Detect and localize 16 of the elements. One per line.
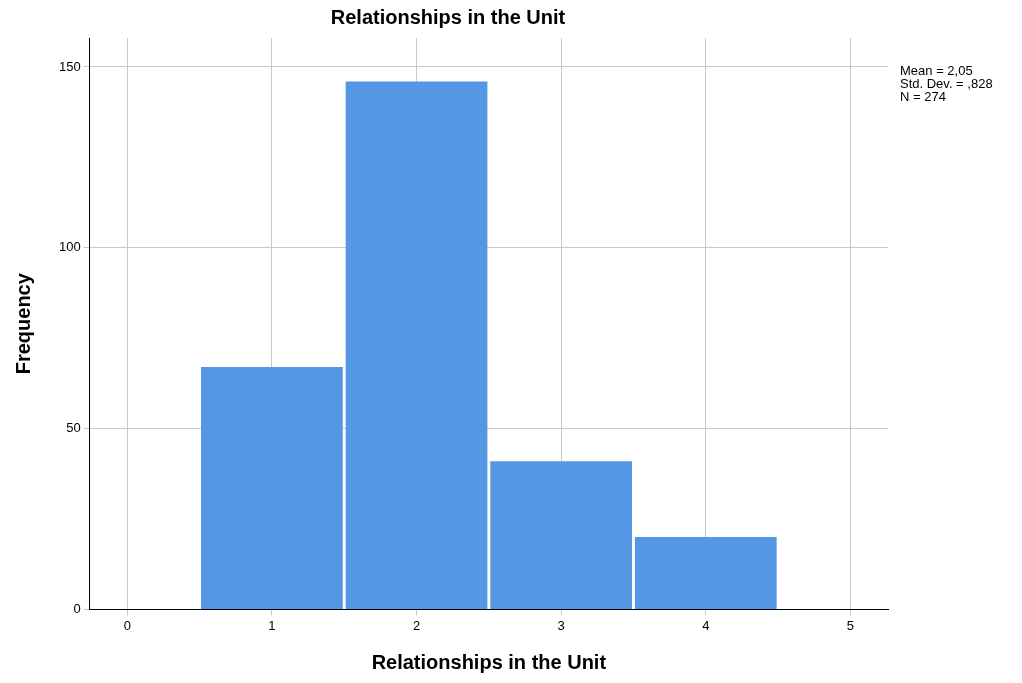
y-tick-label: 150 [58, 58, 81, 74]
y-tick-label: 50 [66, 420, 81, 436]
y-tick-label: 100 [58, 239, 81, 255]
x-tick-label: 1 [268, 617, 276, 633]
x-axis-title: Relationships in the Unit [371, 650, 607, 673]
chart-title: Relationships in the Unit [330, 5, 566, 28]
text: Mean = 2,05 [900, 63, 973, 79]
x-tick-label: 0 [123, 617, 131, 633]
x-tick-label: 5 [846, 617, 855, 633]
text: N = 274 [900, 89, 946, 105]
y-axis-title: Frequency [11, 272, 34, 375]
x-tick-label: 2 [412, 617, 421, 633]
x-tick-label: 4 [702, 617, 710, 633]
y-tick-label: 0 [73, 600, 81, 616]
x-tick-label: 3 [557, 617, 565, 633]
text: Std. Dev. = ,828 [900, 76, 993, 92]
